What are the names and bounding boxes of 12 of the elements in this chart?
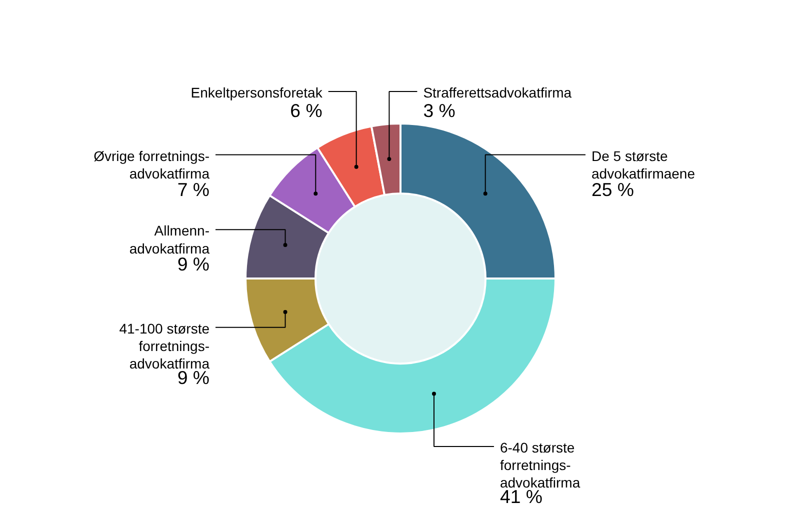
data-label: 3 % [423,100,456,121]
data-label: 7 % [177,178,210,200]
data-label: 9 % [177,254,210,275]
slice-label: Enkeltpersonsforetak [190,84,324,100]
slice-label: De 5 største advokatfirmaene [592,148,696,182]
slice-label: Strafferettsadvokatfirma [423,84,572,100]
data-label: 25 % [592,178,634,200]
slice-label: Øvrige forretnings- advokatfirma [94,148,210,182]
slice-label: Allmenn- advokatfirma [129,222,210,256]
slice-label: 41-100 største forretnings- advokatfirma [119,320,210,372]
slice-label: 6-40 største forretnings- advokatfirma [500,440,580,491]
data-label: 6 % [290,100,322,121]
